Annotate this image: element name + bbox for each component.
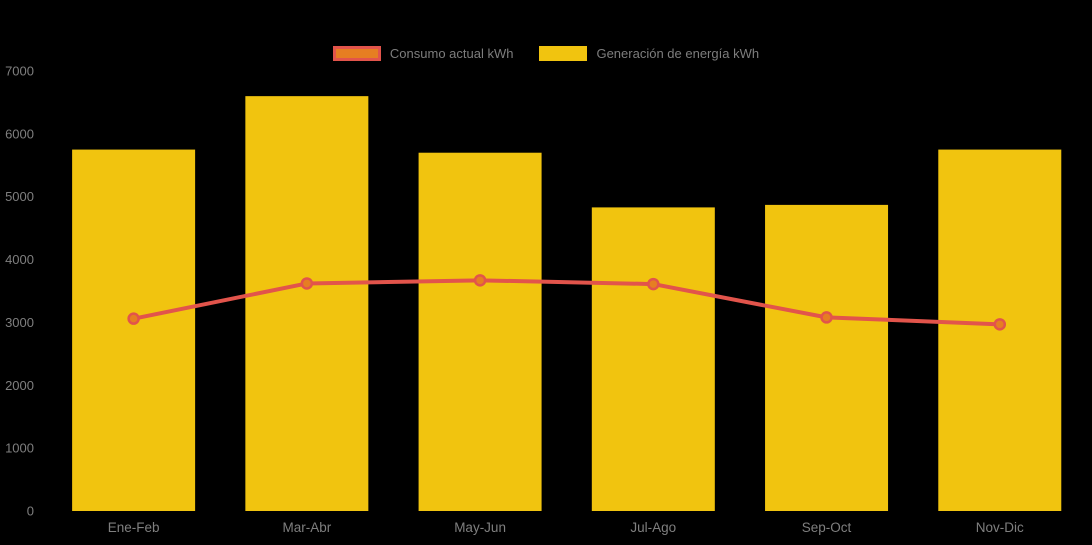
y-tick-label: 5000 <box>5 189 34 204</box>
bar-generacion <box>591 207 715 511</box>
x-tick-label: May-Jun <box>454 520 506 535</box>
y-tick-label: 2000 <box>5 378 34 393</box>
y-tick-label: 7000 <box>5 64 34 79</box>
bar-generacion <box>72 149 196 512</box>
line-point-consumo <box>473 274 487 287</box>
bar-generacion <box>245 96 369 512</box>
x-tick-label: Jul-Ago <box>630 520 676 535</box>
legend-label-consumo: Consumo actual kWh <box>389 46 514 61</box>
y-tick-label: 4000 <box>5 252 34 267</box>
legend-item-generacion[interactable]: Generación de energía kWh <box>539 46 759 61</box>
line-point-consumo <box>820 311 833 324</box>
legend-label-generacion: Generación de energía kWh <box>596 46 760 61</box>
legend-swatch-generacion-icon <box>539 46 588 61</box>
line-point-consumo <box>127 312 140 325</box>
y-tick-label: 0 <box>27 504 34 519</box>
x-tick-label: Sep-Oct <box>802 520 852 535</box>
y-tick-label: 3000 <box>5 315 34 330</box>
x-tick-label: Nov-Dic <box>976 520 1024 535</box>
bar-generacion <box>418 152 542 511</box>
y-tick-label: 1000 <box>5 441 34 456</box>
x-tick-label: Mar-Abr <box>282 520 331 535</box>
line-point-consumo <box>647 277 660 291</box>
x-tick-label: Ene-Feb <box>108 520 160 535</box>
chart-legend: Consumo actual kWh Generación de energía… <box>0 46 1092 61</box>
legend-item-consumo[interactable]: Consumo actual kWh <box>332 46 514 61</box>
y-tick-label: 6000 <box>5 126 34 141</box>
bar-generacion <box>765 204 889 511</box>
line-consumo <box>131 278 1002 327</box>
line-point-consumo <box>300 277 314 290</box>
legend-swatch-consumo-icon <box>332 46 381 61</box>
line-point-consumo <box>993 318 1007 331</box>
